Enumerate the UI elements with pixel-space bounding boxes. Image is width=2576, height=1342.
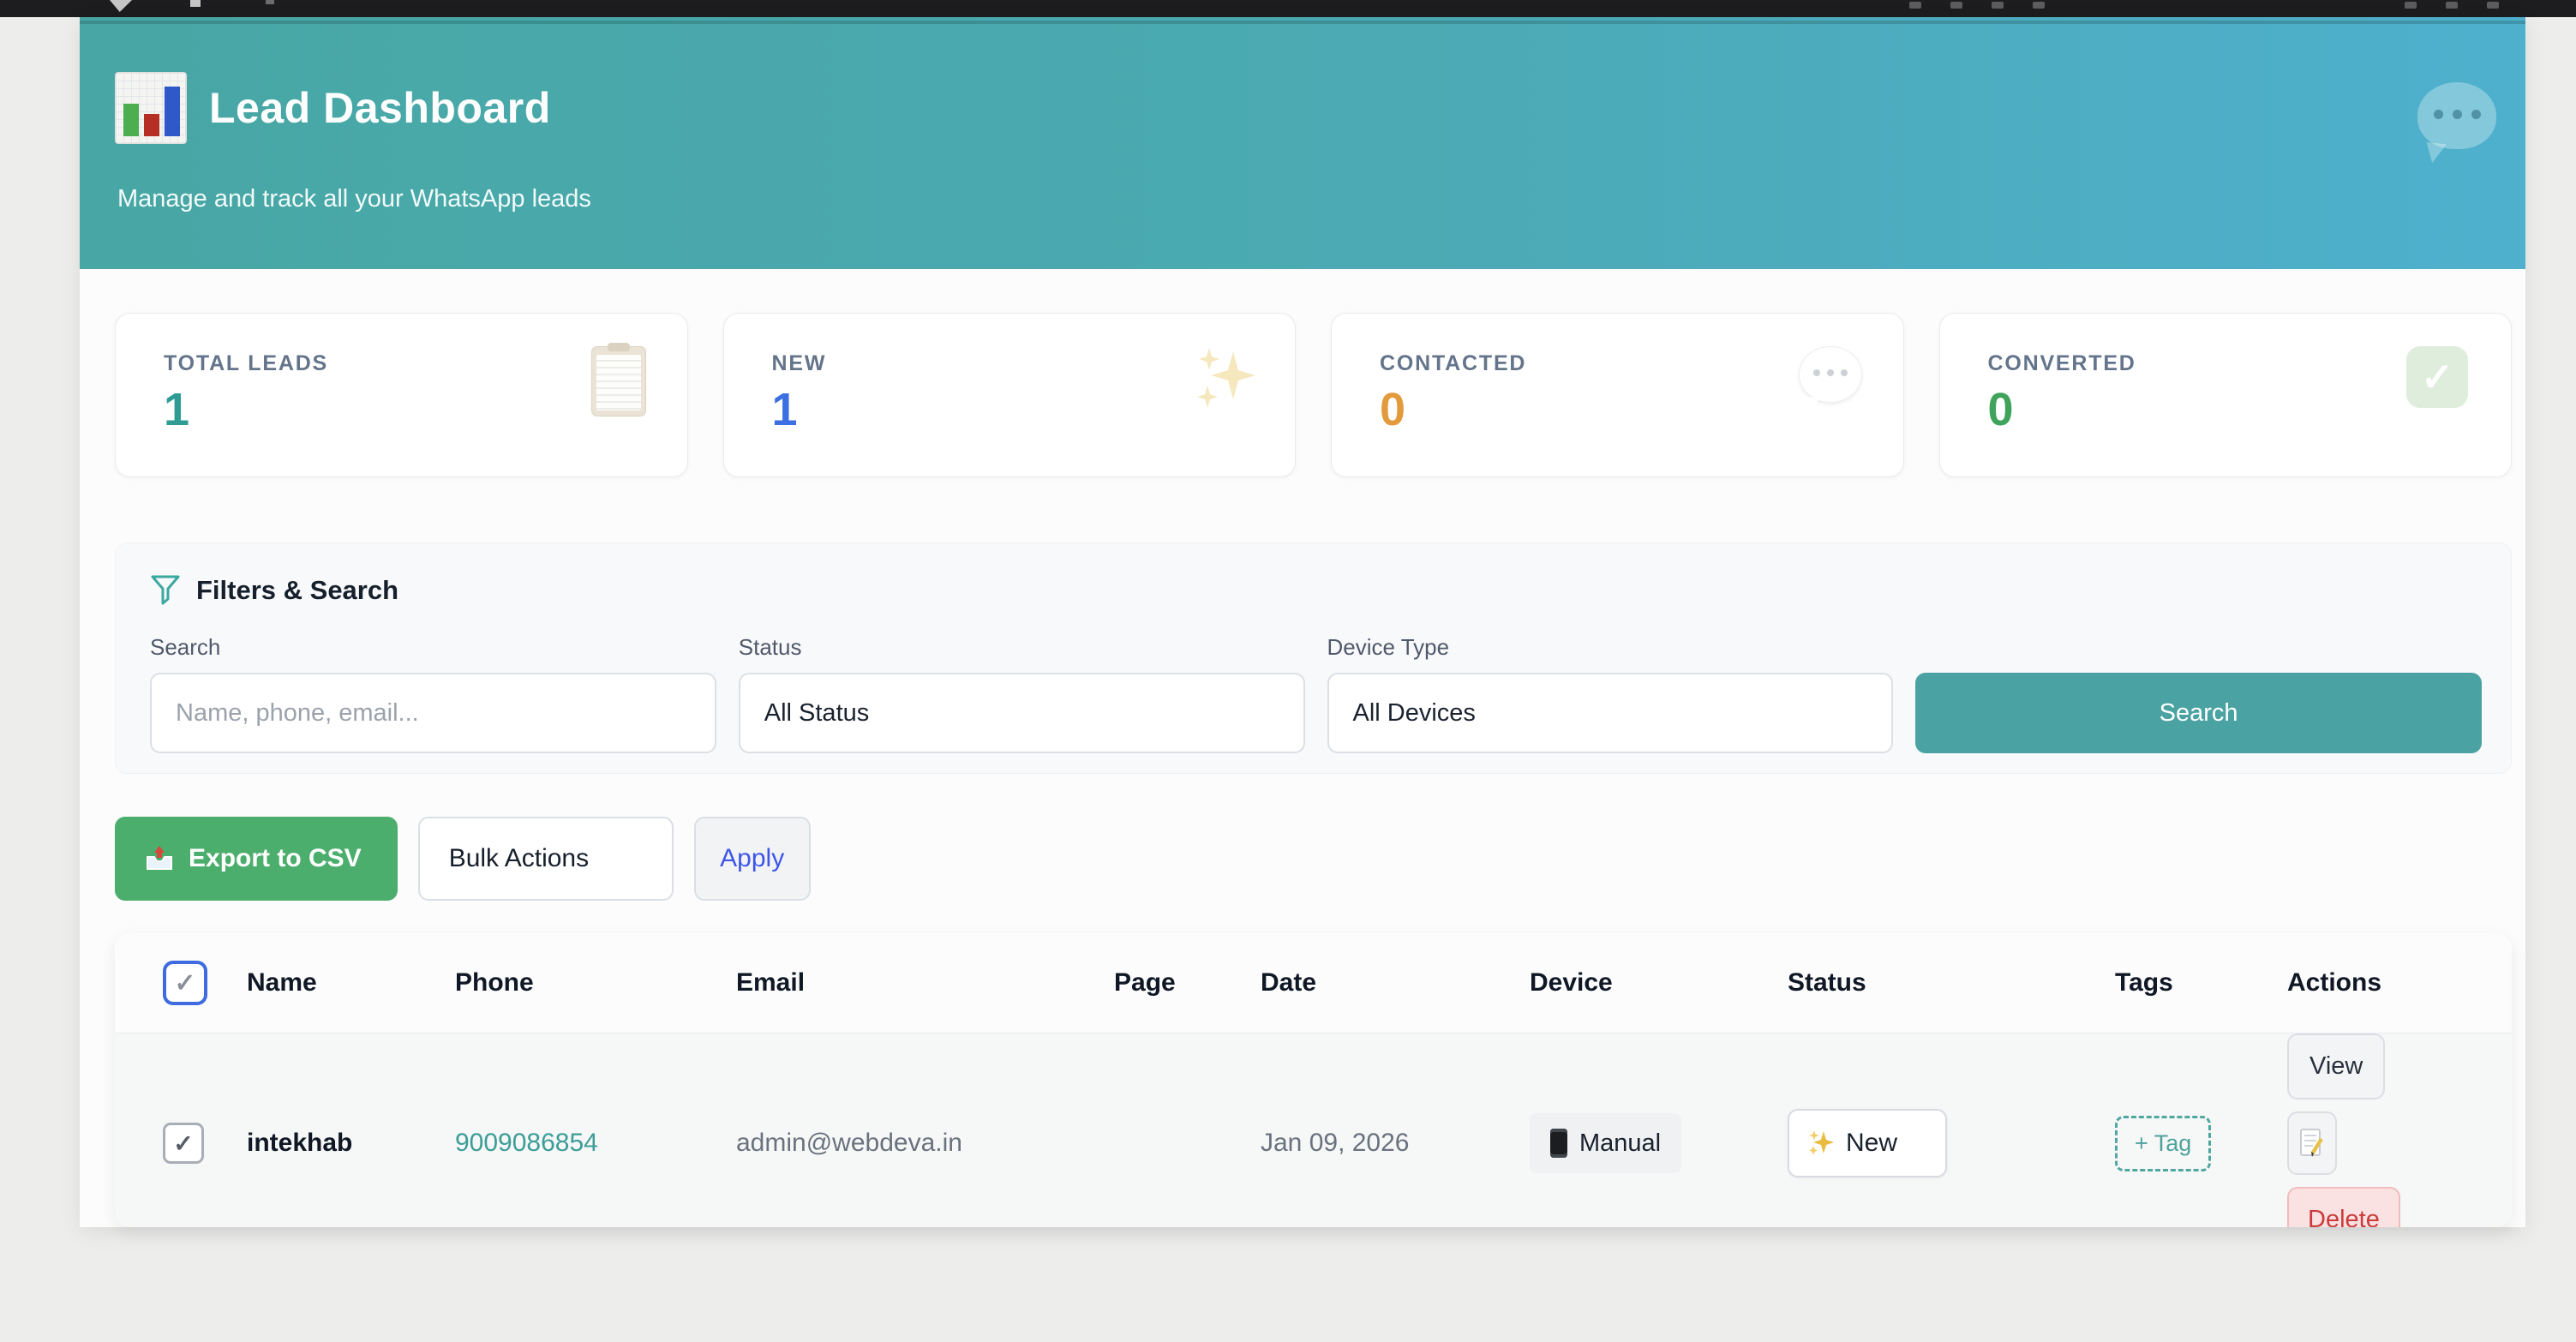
- search-button[interactable]: Search: [1915, 673, 2482, 753]
- column-header-status: Status: [1788, 968, 1866, 997]
- menu-bar-glyph: [266, 0, 274, 4]
- column-header-tags: Tags: [2115, 968, 2173, 997]
- device-badge-label: Manual: [1579, 1129, 1662, 1157]
- apply-button[interactable]: Apply: [693, 817, 811, 901]
- export-csv-label: Export to CSV: [189, 844, 362, 872]
- menu-bar: [0, 0, 2576, 17]
- device-badge: Manual: [1530, 1113, 1682, 1173]
- column-header-phone: Phone: [455, 968, 534, 997]
- page-header: Lead Dashboard Manage and track all your…: [80, 17, 2525, 269]
- stat-label: CONVERTED: [1987, 351, 2136, 375]
- status-label: Status: [738, 634, 802, 660]
- select-all-checkbox[interactable]: [163, 961, 207, 1005]
- column-header-actions: Actions: [2287, 968, 2382, 997]
- filters-panel: Filters & Search Search Status All Statu…: [115, 542, 2512, 774]
- stat-card-total-leads: TOTAL LEADS 1: [115, 313, 688, 477]
- table-header-row: Name Phone Email Page Date Device Status…: [115, 933, 2512, 1033]
- column-header-name: Name: [247, 968, 317, 997]
- lead-email: admin@webdeva.in: [736, 1129, 962, 1157]
- stat-card-contacted: CONTACTED 0: [1331, 313, 1904, 477]
- view-button[interactable]: View: [2287, 1033, 2386, 1099]
- check-mark-button-icon: [2406, 346, 2473, 415]
- funnel-icon: [151, 575, 180, 605]
- column-header-date: Date: [1261, 968, 1317, 997]
- lead-date: Jan 09, 2026: [1261, 1129, 1410, 1157]
- inbox-tray-icon: [147, 846, 172, 870]
- menu-bar-status-icons: [1909, 2, 2045, 9]
- column-header-page: Page: [1114, 968, 1176, 997]
- stat-card-new: NEW 1: [722, 313, 1296, 477]
- bulk-actions-select[interactable]: Bulk Actions: [417, 817, 674, 901]
- speech-balloon-icon: [2417, 82, 2496, 163]
- stat-value: 0: [1380, 384, 1406, 435]
- page-subtitle: Manage and track all your WhatsApp leads: [117, 185, 591, 213]
- search-label: Search: [150, 634, 221, 660]
- delete-button[interactable]: Delete: [2287, 1187, 2400, 1227]
- lead-dashboard-page: Lead Dashboard Manage and track all your…: [80, 17, 2525, 1227]
- filters-title: Filters & Search: [196, 575, 399, 605]
- clipboard-icon: [583, 343, 650, 416]
- lead-phone-link[interactable]: 9009086854: [455, 1129, 598, 1157]
- lead-status-value: New: [1846, 1129, 1898, 1157]
- stat-label: TOTAL LEADS: [164, 351, 329, 375]
- stats-row: TOTAL LEADS 1 NEW 1 CONTACTED: [115, 313, 2512, 477]
- export-csv-button[interactable]: Export to CSV: [115, 817, 398, 901]
- row-checkbox[interactable]: [163, 1123, 204, 1164]
- table-row: intekhab 9009086854 admin@webdeva.in Jan…: [115, 1033, 2512, 1227]
- device-type-select[interactable]: All Devices: [1327, 673, 1894, 753]
- stat-value: 0: [1987, 384, 2014, 435]
- lead-name: intekhab: [247, 1129, 353, 1157]
- sparkles-icon: [1190, 346, 1257, 415]
- menu-bar-clock-area: [2405, 2, 2499, 9]
- lead-status-select[interactable]: New: [1788, 1109, 1947, 1177]
- mobile-phone-icon: [1550, 1129, 1567, 1158]
- stat-label: NEW: [771, 351, 827, 375]
- sparkles-icon: [1809, 1130, 1834, 1155]
- search-input[interactable]: [150, 673, 716, 753]
- stat-value: 1: [771, 384, 798, 435]
- leads-table: Name Phone Email Page Date Device Status…: [115, 933, 2512, 1227]
- stat-label: CONTACTED: [1380, 351, 1527, 375]
- column-header-device: Device: [1530, 968, 1613, 997]
- bar-chart-icon: [115, 72, 187, 144]
- column-header-email: Email: [736, 968, 806, 997]
- menu-bar-glyph: [190, 0, 201, 7]
- stat-card-converted: CONVERTED 0: [1938, 313, 2512, 477]
- page-title: Lead Dashboard: [209, 84, 551, 132]
- status-select[interactable]: All Status: [738, 673, 1305, 753]
- speech-balloon-icon: [1798, 346, 1866, 415]
- menu-bar-cursor-icon: [110, 0, 132, 12]
- add-tag-button[interactable]: + Tag: [2115, 1115, 2212, 1171]
- stat-value: 1: [164, 384, 190, 435]
- device-type-label: Device Type: [1327, 634, 1450, 660]
- memo-icon: [2300, 1129, 2323, 1157]
- edit-button[interactable]: [2287, 1111, 2337, 1175]
- bulk-actions-bar: Export to CSV Bulk Actions Apply: [115, 817, 811, 901]
